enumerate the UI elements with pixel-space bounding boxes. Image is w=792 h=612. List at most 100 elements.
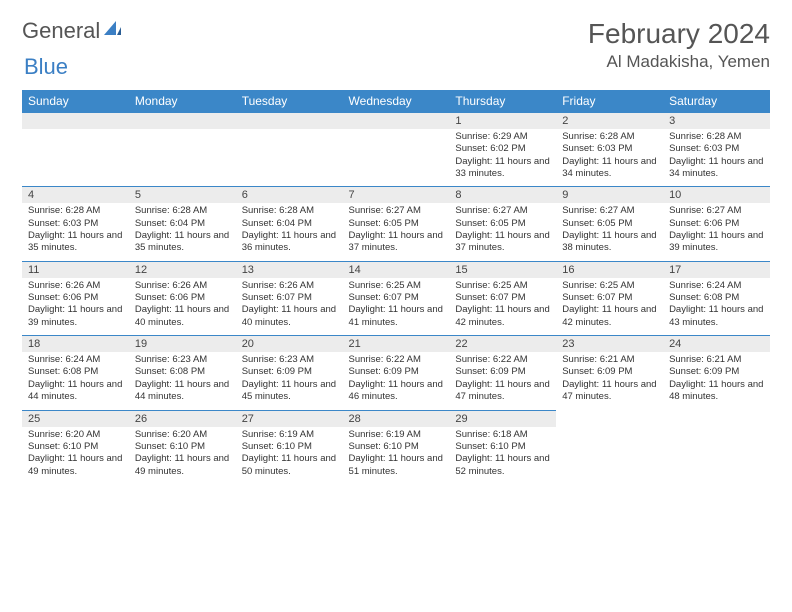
calendar-day-cell: 25Sunrise: 6:20 AMSunset: 6:10 PMDayligh…: [22, 410, 129, 484]
calendar-day-cell: 7Sunrise: 6:27 AMSunset: 6:05 PMDaylight…: [343, 186, 450, 260]
day-details: Sunrise: 6:25 AMSunset: 6:07 PMDaylight:…: [343, 278, 450, 335]
calendar-table: SundayMondayTuesdayWednesdayThursdayFrid…: [22, 90, 770, 484]
calendar-day-cell: 18Sunrise: 6:24 AMSunset: 6:08 PMDayligh…: [22, 335, 129, 409]
day-details: Sunrise: 6:26 AMSunset: 6:06 PMDaylight:…: [129, 278, 236, 335]
day-details: Sunrise: 6:28 AMSunset: 6:04 PMDaylight:…: [129, 203, 236, 260]
day-number: 14: [343, 261, 450, 278]
day-number: 18: [22, 335, 129, 352]
day-details: Sunrise: 6:28 AMSunset: 6:03 PMDaylight:…: [663, 129, 770, 186]
weekday-header: Wednesday: [343, 90, 450, 112]
day-number: 11: [22, 261, 129, 278]
day-number: 7: [343, 186, 450, 203]
logo-text-general: General: [22, 18, 100, 44]
weekday-header: Monday: [129, 90, 236, 112]
calendar-day-cell: 3Sunrise: 6:28 AMSunset: 6:03 PMDaylight…: [663, 112, 770, 186]
calendar-day-cell: 21Sunrise: 6:22 AMSunset: 6:09 PMDayligh…: [343, 335, 450, 409]
day-details: Sunrise: 6:24 AMSunset: 6:08 PMDaylight:…: [663, 278, 770, 335]
weekday-header: Saturday: [663, 90, 770, 112]
day-number: 20: [236, 335, 343, 352]
day-details: Sunrise: 6:28 AMSunset: 6:03 PMDaylight:…: [556, 129, 663, 186]
weekday-header: Sunday: [22, 90, 129, 112]
day-number: 27: [236, 410, 343, 427]
day-details: Sunrise: 6:21 AMSunset: 6:09 PMDaylight:…: [556, 352, 663, 409]
day-details: Sunrise: 6:26 AMSunset: 6:07 PMDaylight:…: [236, 278, 343, 335]
day-details: Sunrise: 6:25 AMSunset: 6:07 PMDaylight:…: [556, 278, 663, 335]
calendar-empty-cell: [236, 112, 343, 186]
calendar-day-cell: 17Sunrise: 6:24 AMSunset: 6:08 PMDayligh…: [663, 261, 770, 335]
calendar-week-row: 11Sunrise: 6:26 AMSunset: 6:06 PMDayligh…: [22, 261, 770, 335]
day-details: Sunrise: 6:20 AMSunset: 6:10 PMDaylight:…: [22, 427, 129, 484]
day-number: 12: [129, 261, 236, 278]
day-details: Sunrise: 6:27 AMSunset: 6:06 PMDaylight:…: [663, 203, 770, 260]
day-number: 5: [129, 186, 236, 203]
calendar-day-cell: 27Sunrise: 6:19 AMSunset: 6:10 PMDayligh…: [236, 410, 343, 484]
weekday-header: Tuesday: [236, 90, 343, 112]
day-number: 3: [663, 112, 770, 129]
calendar-empty-cell: [22, 112, 129, 186]
day-number: 17: [663, 261, 770, 278]
day-number: 10: [663, 186, 770, 203]
calendar-empty-cell: [129, 112, 236, 186]
day-number: 13: [236, 261, 343, 278]
day-number: 25: [22, 410, 129, 427]
calendar-day-cell: 28Sunrise: 6:19 AMSunset: 6:10 PMDayligh…: [343, 410, 450, 484]
calendar-header-row: SundayMondayTuesdayWednesdayThursdayFrid…: [22, 90, 770, 112]
day-number: 19: [129, 335, 236, 352]
calendar-week-row: 4Sunrise: 6:28 AMSunset: 6:03 PMDaylight…: [22, 186, 770, 260]
weekday-header: Friday: [556, 90, 663, 112]
day-details: Sunrise: 6:21 AMSunset: 6:09 PMDaylight:…: [663, 352, 770, 409]
day-details: Sunrise: 6:28 AMSunset: 6:03 PMDaylight:…: [22, 203, 129, 260]
month-year-title: February 2024: [588, 18, 770, 50]
day-details: Sunrise: 6:24 AMSunset: 6:08 PMDaylight:…: [22, 352, 129, 409]
logo-text-blue: Blue: [24, 54, 68, 79]
day-details: Sunrise: 6:28 AMSunset: 6:04 PMDaylight:…: [236, 203, 343, 260]
calendar-day-cell: 20Sunrise: 6:23 AMSunset: 6:09 PMDayligh…: [236, 335, 343, 409]
day-details: Sunrise: 6:20 AMSunset: 6:10 PMDaylight:…: [129, 427, 236, 484]
calendar-week-row: 25Sunrise: 6:20 AMSunset: 6:10 PMDayligh…: [22, 410, 770, 484]
day-details: Sunrise: 6:27 AMSunset: 6:05 PMDaylight:…: [449, 203, 556, 260]
calendar-empty-cell: [343, 112, 450, 186]
calendar-day-cell: 9Sunrise: 6:27 AMSunset: 6:05 PMDaylight…: [556, 186, 663, 260]
sail-icon: [102, 19, 122, 44]
day-number: 8: [449, 186, 556, 203]
calendar-day-cell: 6Sunrise: 6:28 AMSunset: 6:04 PMDaylight…: [236, 186, 343, 260]
day-details: Sunrise: 6:29 AMSunset: 6:02 PMDaylight:…: [449, 129, 556, 186]
day-details: Sunrise: 6:27 AMSunset: 6:05 PMDaylight:…: [556, 203, 663, 260]
day-number: 4: [22, 186, 129, 203]
day-details: Sunrise: 6:25 AMSunset: 6:07 PMDaylight:…: [449, 278, 556, 335]
calendar-day-cell: 22Sunrise: 6:22 AMSunset: 6:09 PMDayligh…: [449, 335, 556, 409]
calendar-day-cell: 24Sunrise: 6:21 AMSunset: 6:09 PMDayligh…: [663, 335, 770, 409]
calendar-day-cell: 10Sunrise: 6:27 AMSunset: 6:06 PMDayligh…: [663, 186, 770, 260]
calendar-day-cell: 12Sunrise: 6:26 AMSunset: 6:06 PMDayligh…: [129, 261, 236, 335]
calendar-day-cell: 4Sunrise: 6:28 AMSunset: 6:03 PMDaylight…: [22, 186, 129, 260]
day-details: Sunrise: 6:22 AMSunset: 6:09 PMDaylight:…: [343, 352, 450, 409]
calendar-empty-cell: [556, 410, 663, 484]
day-number: 29: [449, 410, 556, 427]
logo: General: [22, 18, 124, 44]
calendar-day-cell: 11Sunrise: 6:26 AMSunset: 6:06 PMDayligh…: [22, 261, 129, 335]
day-number: 26: [129, 410, 236, 427]
calendar-day-cell: 1Sunrise: 6:29 AMSunset: 6:02 PMDaylight…: [449, 112, 556, 186]
day-number: 24: [663, 335, 770, 352]
calendar-day-cell: 13Sunrise: 6:26 AMSunset: 6:07 PMDayligh…: [236, 261, 343, 335]
day-number: 9: [556, 186, 663, 203]
calendar-day-cell: 2Sunrise: 6:28 AMSunset: 6:03 PMDaylight…: [556, 112, 663, 186]
calendar-empty-cell: [663, 410, 770, 484]
calendar-week-row: 1Sunrise: 6:29 AMSunset: 6:02 PMDaylight…: [22, 112, 770, 186]
day-details: Sunrise: 6:19 AMSunset: 6:10 PMDaylight:…: [236, 427, 343, 484]
day-details: Sunrise: 6:27 AMSunset: 6:05 PMDaylight:…: [343, 203, 450, 260]
day-number: 6: [236, 186, 343, 203]
day-details: Sunrise: 6:18 AMSunset: 6:10 PMDaylight:…: [449, 427, 556, 484]
day-number: 2: [556, 112, 663, 129]
day-details: Sunrise: 6:19 AMSunset: 6:10 PMDaylight:…: [343, 427, 450, 484]
day-number: 28: [343, 410, 450, 427]
day-details: Sunrise: 6:23 AMSunset: 6:08 PMDaylight:…: [129, 352, 236, 409]
day-number: 1: [449, 112, 556, 129]
calendar-day-cell: 19Sunrise: 6:23 AMSunset: 6:08 PMDayligh…: [129, 335, 236, 409]
day-number: 15: [449, 261, 556, 278]
calendar-body: 1Sunrise: 6:29 AMSunset: 6:02 PMDaylight…: [22, 112, 770, 484]
calendar-day-cell: 14Sunrise: 6:25 AMSunset: 6:07 PMDayligh…: [343, 261, 450, 335]
day-details: Sunrise: 6:23 AMSunset: 6:09 PMDaylight:…: [236, 352, 343, 409]
calendar-day-cell: 15Sunrise: 6:25 AMSunset: 6:07 PMDayligh…: [449, 261, 556, 335]
weekday-header: Thursday: [449, 90, 556, 112]
